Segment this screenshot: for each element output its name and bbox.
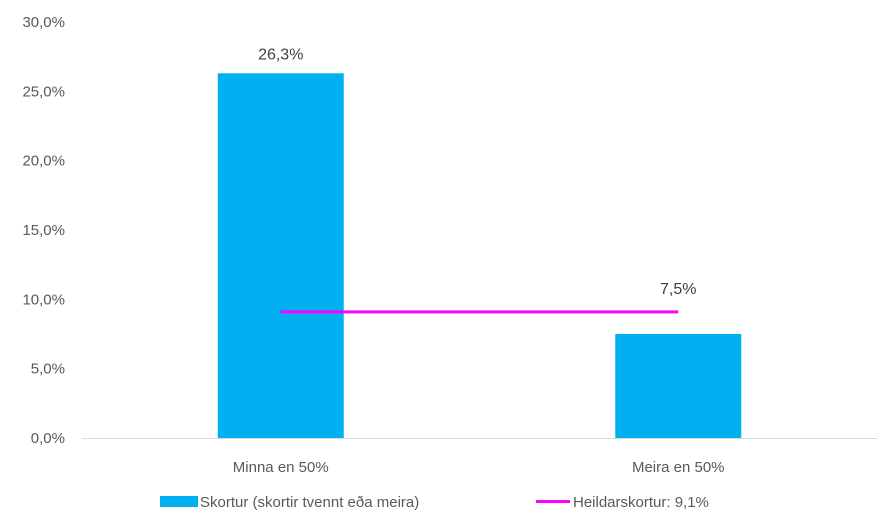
- legend: Skortur (skortir tvennt eða meira) Heilda…: [160, 494, 709, 511]
- y-tick-label: 5,0%: [31, 361, 65, 378]
- y-tick-label: 20,0%: [22, 153, 65, 170]
- x-axis: Minna en 50% Meira en 50%: [82, 438, 877, 476]
- bar: [615, 334, 742, 438]
- y-tick-label: 25,0%: [22, 83, 65, 100]
- y-tick-label: 15,0%: [22, 222, 65, 239]
- y-tick-label: 30,0%: [22, 14, 65, 31]
- x-tick-label: Minna en 50%: [233, 459, 329, 476]
- y-tick-label: 0,0%: [31, 430, 65, 447]
- legend-swatch-bar: [160, 496, 198, 507]
- bar: [217, 73, 344, 438]
- x-tick-label: Meira en 50%: [632, 459, 725, 476]
- data-label: 26,3%: [258, 46, 303, 63]
- data-label: 7,5%: [660, 281, 696, 298]
- y-axis: 0,0% 5,0% 10,0% 15,0% 20,0% 25,0% 30,0%: [22, 14, 65, 447]
- data-labels: 26,3% 7,5%: [258, 46, 696, 298]
- legend-label-bar: Skortur (skortir tvennt eða meira): [200, 494, 419, 511]
- legend-label-line: Heildarskortur: 9,1%: [573, 494, 709, 511]
- bars: [217, 73, 742, 438]
- y-tick-label: 10,0%: [22, 291, 65, 308]
